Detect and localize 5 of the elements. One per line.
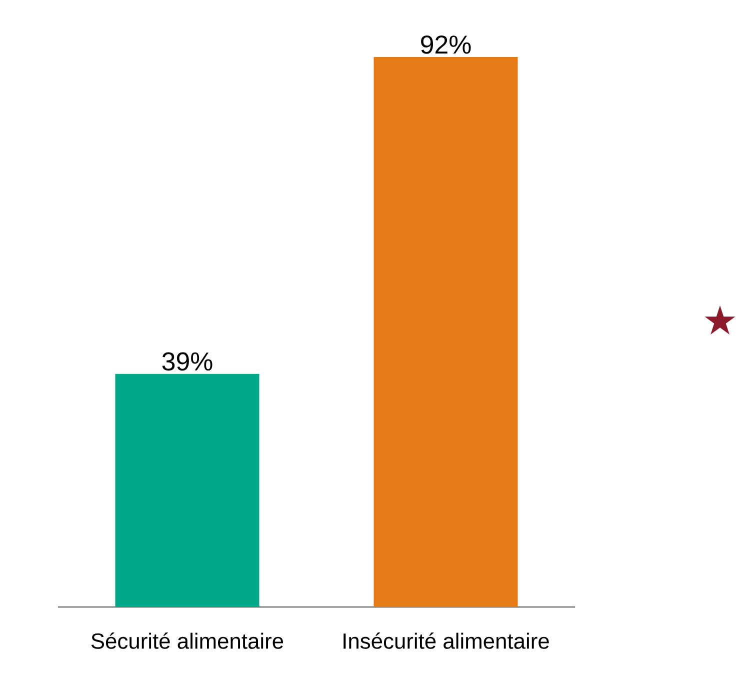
x-tick-label: Sécurité alimentaire [91, 632, 284, 649]
data-label: 92% [421, 35, 471, 54]
text: ★ [704, 306, 736, 334]
data-label: 39% [162, 352, 212, 371]
x-tick-label: Insécurité alimentaire [344, 632, 549, 649]
